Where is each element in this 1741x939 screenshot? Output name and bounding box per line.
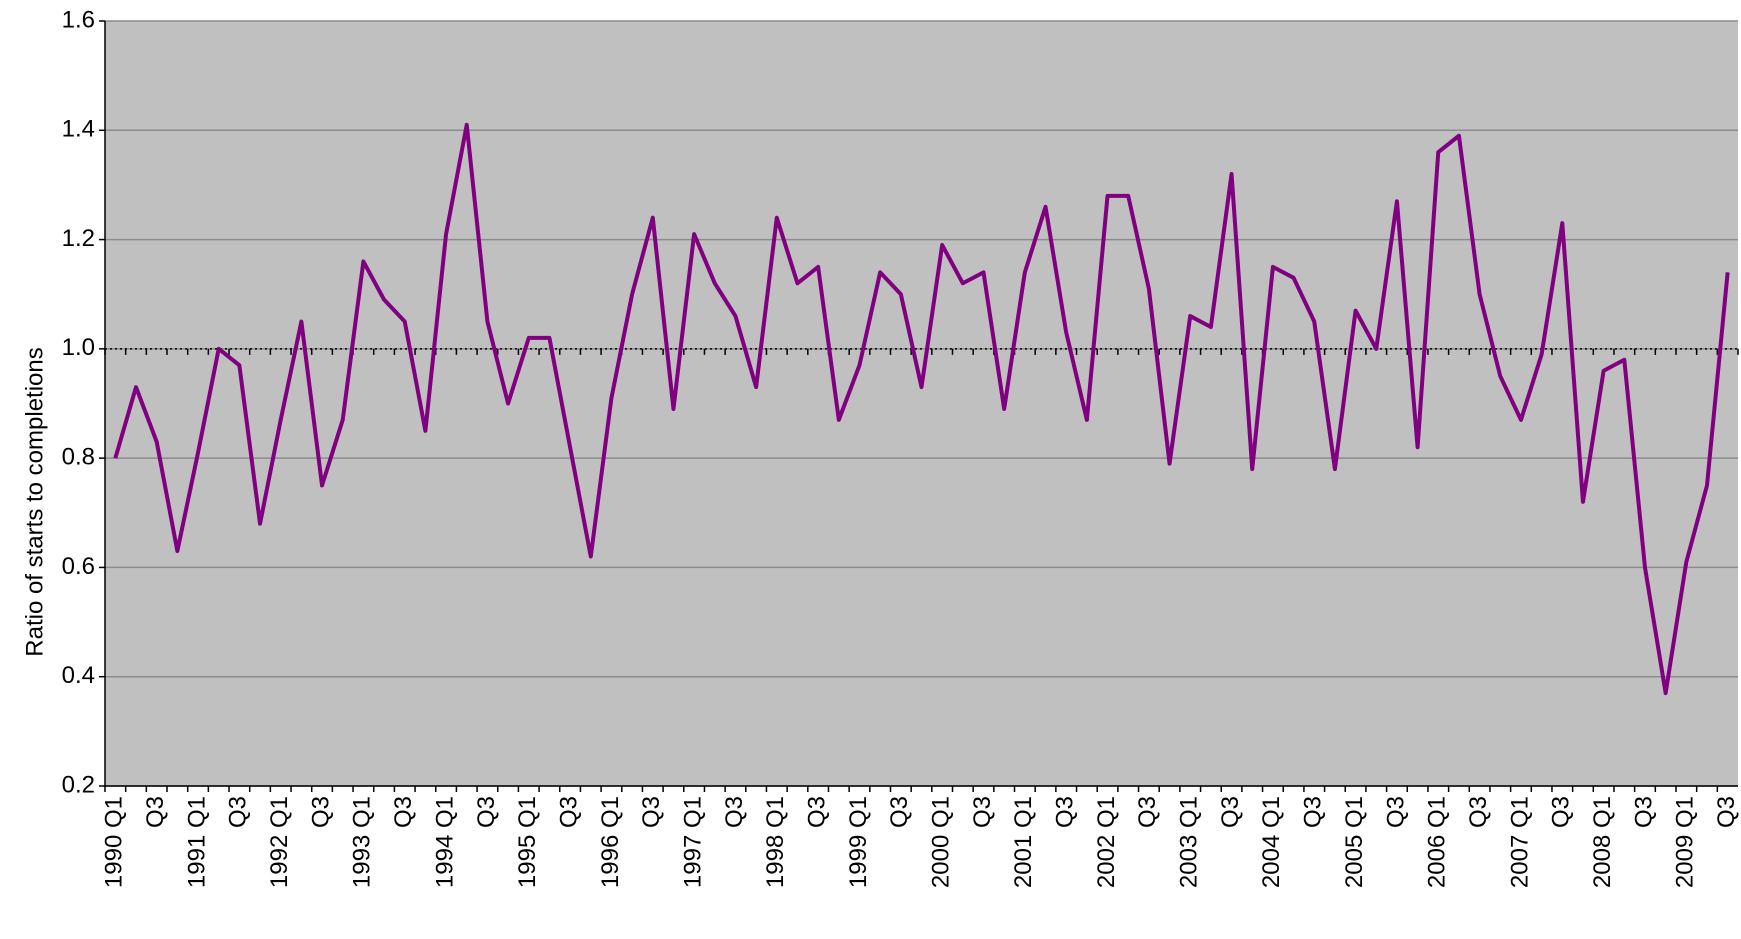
x-tick-label: Q3 [1052,796,1079,828]
y-tick-label: 0.2 [62,771,95,798]
x-tick-label: Q3 [969,796,996,828]
x-tick-label: 2009 Q1 [1672,796,1699,888]
x-tick-label: 2001 Q1 [1010,796,1037,888]
x-tick-label: Q3 [1382,796,1409,828]
x-tick-label: Q3 [1217,796,1244,828]
x-tick-label: 2006 Q1 [1424,796,1451,888]
y-tick-label: 1.6 [62,6,95,33]
x-tick-label: 2005 Q1 [1341,796,1368,888]
x-tick-label: 1995 Q1 [514,796,541,888]
y-tick-label: 1.4 [62,116,95,143]
x-tick-label: 1997 Q1 [679,796,706,888]
x-tick-label: Q3 [1713,796,1740,828]
x-tick-label: Q3 [1465,796,1492,828]
y-tick-label: 0.4 [62,662,95,689]
x-tick-label: 1992 Q1 [266,796,293,888]
x-tick-label: 1996 Q1 [597,796,624,888]
x-tick-label: Q3 [803,796,830,828]
y-tick-label: 1.0 [62,334,95,361]
x-tick-label: 2004 Q1 [1258,796,1285,888]
x-tick-label: 1990 Q1 [101,796,128,888]
x-tick-label: 1999 Q1 [845,796,872,888]
y-axis-label: Ratio of starts to completions [21,347,48,656]
x-tick-label: 2008 Q1 [1589,796,1616,888]
x-tick-label: Q3 [886,796,913,828]
y-tick-label: 0.8 [62,443,95,470]
x-tick-label: 2007 Q1 [1506,796,1533,888]
x-tick-label: Q3 [1630,796,1657,828]
x-tick-label: Q3 [473,796,500,828]
y-tick-label: 1.2 [62,225,95,252]
x-tick-label: Q3 [142,796,169,828]
x-tick-label: Q3 [555,796,582,828]
x-tick-label: Q3 [638,796,665,828]
x-tick-label: 1994 Q1 [431,796,458,888]
x-tick-label: 2002 Q1 [1093,796,1120,888]
x-tick-label: Q3 [307,796,334,828]
x-tick-label: Q3 [390,796,417,828]
x-tick-label: 1998 Q1 [762,796,789,888]
x-tick-label: Q3 [1300,796,1327,828]
y-tick-label: 0.6 [62,553,95,580]
x-tick-label: Q3 [1134,796,1161,828]
x-tick-label: Q3 [1548,796,1575,828]
x-tick-label: 1993 Q1 [349,796,376,888]
x-tick-label: Q3 [721,796,748,828]
x-tick-label: Q3 [225,796,252,828]
plot-area [105,21,1738,786]
data-line [113,122,1730,696]
x-tick-label: 1991 Q1 [183,796,210,888]
x-tick-label: 2003 Q1 [1176,796,1203,888]
x-tick-label: 2000 Q1 [928,796,955,888]
